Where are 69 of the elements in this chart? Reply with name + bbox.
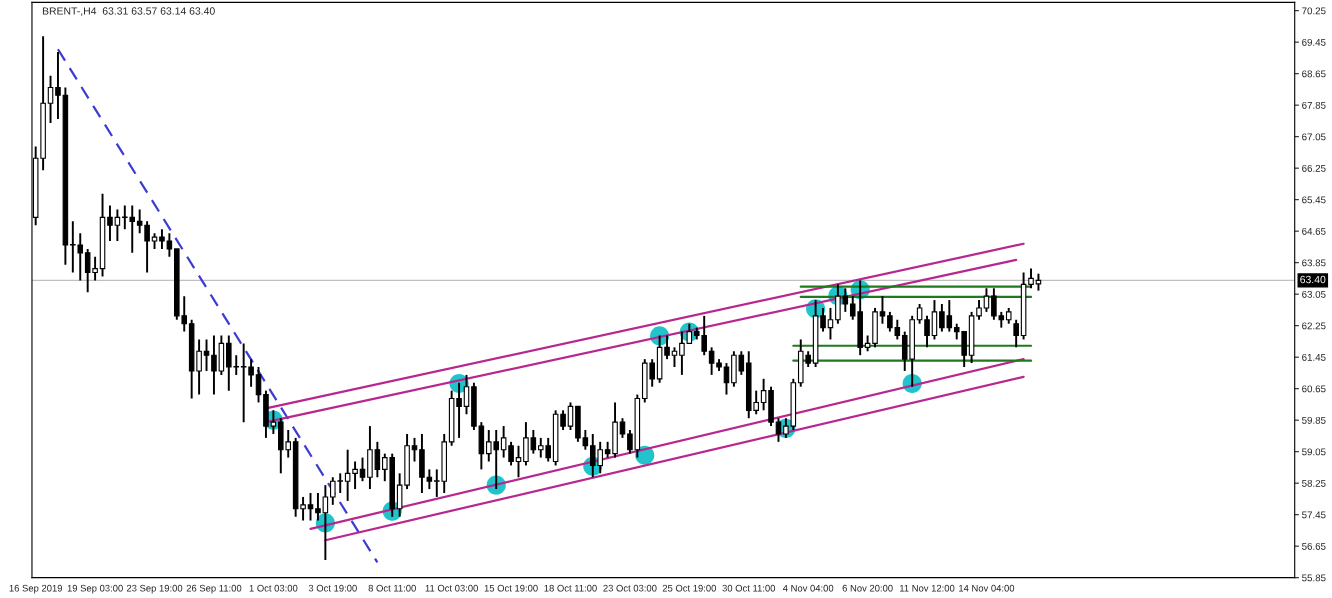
candlestick (827, 306, 834, 341)
candlestick (983, 287, 990, 313)
y-tick-label: 69.45 (1302, 38, 1326, 46)
candlestick (924, 314, 930, 349)
candlestick (760, 377, 767, 412)
candlestick (1013, 318, 1019, 349)
candlestick (47, 74, 54, 124)
x-tick-label: 4 Nov 04:00 (782, 584, 834, 592)
candlestick (107, 204, 113, 242)
x-tick-label: 23 Sep 19:00 (126, 584, 183, 594)
candlestick (879, 295, 886, 325)
ref-line-label: 63.40 (1300, 275, 1326, 284)
candlestick (307, 492, 314, 522)
candlestick (708, 346, 715, 376)
x-tick-label: 3 Oct 19:00 (308, 584, 357, 592)
candlestick (820, 306, 826, 333)
x-tick-label: 26 Sep 11:00 (186, 584, 242, 594)
y-tick-label: 60.65 (1302, 385, 1326, 393)
x-tick-label: 23 Oct 03:00 (603, 584, 657, 592)
candlestick (931, 299, 938, 341)
y-tick-label: 59.05 (1302, 448, 1326, 456)
candlestick (463, 373, 470, 416)
candlestick (567, 401, 574, 431)
y-tick-label: 66.25 (1302, 164, 1326, 172)
y-tick-label: 59.85 (1302, 416, 1326, 424)
y-tick-label: 65.45 (1302, 196, 1326, 204)
y-tick-label: 63.05 (1302, 290, 1326, 298)
chart-title: BRENT-,H4 63.31 63.57 63.14 63.40 (42, 7, 215, 16)
y-tick-label: 62.25 (1302, 322, 1326, 330)
y-tick-label: 61.45 (1302, 353, 1326, 361)
candlestick (211, 334, 217, 396)
candlestick (515, 444, 522, 479)
candlestick (159, 228, 165, 250)
candlestick (976, 299, 982, 321)
candlestick (775, 417, 782, 443)
candlestick (411, 436, 418, 463)
y-tick-label: 57.45 (1302, 511, 1326, 519)
y-tick-label: 63.85 (1302, 259, 1326, 267)
x-tick-label: 14 Nov 04:00 (959, 584, 1015, 592)
y-tick-label: 70.25 (1302, 7, 1326, 15)
y-tick-label: 67.85 (1302, 101, 1326, 109)
candlestick (114, 208, 121, 242)
x-tick-label: 11 Oct 03:00 (425, 584, 478, 592)
x-tick-label: 25 Oct 19:00 (662, 584, 717, 592)
x-tick-label: 16 Sep 2019 (9, 584, 63, 594)
x-tick-label: 1 Oct 03:00 (249, 584, 298, 592)
x-tick-label: 18 Oct 11:00 (544, 584, 597, 592)
candlestick (166, 232, 173, 258)
x-tick-label: 19 Sep 03:00 (67, 584, 123, 594)
candlestick (671, 346, 678, 368)
candlestick (1028, 267, 1034, 290)
x-tick-label: 11 Nov 12:00 (900, 584, 955, 592)
y-tick-label: 56.65 (1302, 542, 1326, 550)
x-tick-label: 30 Oct 11:00 (722, 584, 776, 592)
candlestick (359, 456, 366, 483)
y-tick-label: 67.05 (1302, 133, 1326, 141)
y-tick-label: 58.25 (1302, 479, 1326, 487)
candlestick (55, 51, 61, 120)
y-tick-label: 55.85 (1302, 574, 1326, 582)
candlestick (916, 303, 923, 325)
y-tick-label: 68.65 (1302, 70, 1326, 78)
candlestick (723, 362, 730, 396)
x-tick-label: 15 Oct 19:00 (484, 584, 538, 592)
candlestick (203, 338, 210, 372)
candlestick (255, 366, 262, 404)
candlestick (619, 417, 626, 439)
y-tick-label: 64.65 (1302, 227, 1326, 235)
x-tick-label: 8 Oct 11:00 (368, 584, 416, 592)
x-tick-label: 6 Nov 20:00 (842, 584, 893, 592)
